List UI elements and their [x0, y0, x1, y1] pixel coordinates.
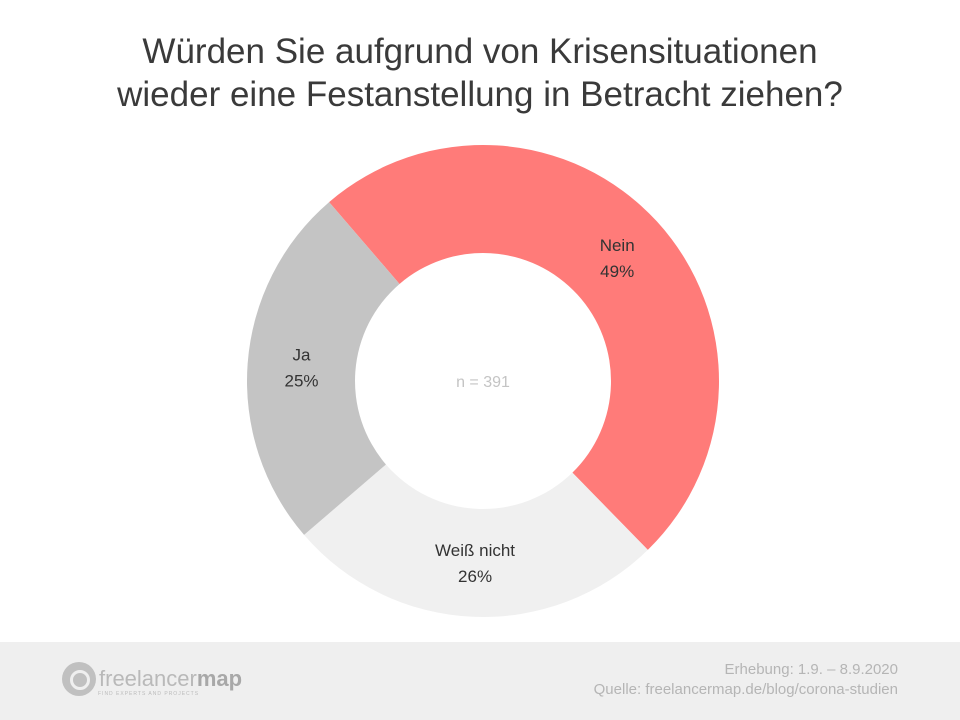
slice-value-label: 25% [284, 371, 318, 390]
slice-weiß-nicht [304, 464, 648, 617]
donut-chart: Nein 49% Weiß nicht 26% Ja 25% n = 391 [247, 144, 720, 617]
survey-period: Erhebung: 1.9. – 8.9.2020 [724, 661, 898, 678]
slice-nein [329, 144, 720, 550]
title-line-1: Würden Sie aufgrund von Krisensituatione… [142, 32, 818, 71]
slice-category-label: Nein [600, 236, 635, 255]
title-line-2: wieder eine Festanstellung in Betracht z… [117, 75, 843, 114]
slice-ja [247, 202, 400, 535]
source-info: Erhebung: 1.9. – 8.9.2020 Quelle: freela… [594, 660, 898, 700]
freelancermap-logo: freelancermap FIND EXPERTS AND PROJECTS [62, 662, 242, 697]
source-link: Quelle: freelancermap.de/blog/corona-stu… [593, 681, 898, 698]
logo-icon [62, 662, 96, 696]
slice-category-label: Ja [293, 345, 312, 364]
footer: freelancermap FIND EXPERTS AND PROJECTS … [0, 642, 960, 720]
slice-value-label: 49% [600, 262, 634, 281]
slice-value-label: 26% [458, 567, 492, 586]
chart-title: Würden Sie aufgrund von Krisensituatione… [0, 30, 960, 116]
sample-size-label: n = 391 [456, 374, 510, 391]
slice-category-label: Weiß nicht [435, 541, 515, 560]
